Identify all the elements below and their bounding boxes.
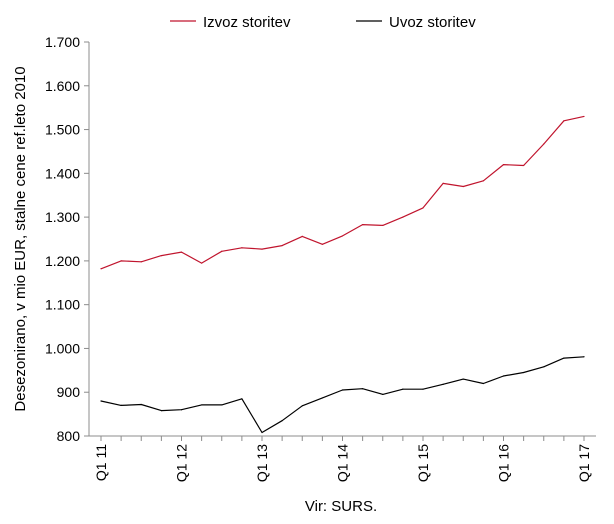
y-tick-label: 1.600 <box>45 78 80 94</box>
data-point <box>120 260 122 262</box>
data-point <box>281 420 283 422</box>
x-tick-label: Q1 12 <box>174 444 190 482</box>
data-point <box>382 224 384 227</box>
data-point <box>100 400 102 402</box>
data-point <box>482 382 484 385</box>
data-point <box>502 375 505 377</box>
data-point <box>140 261 142 263</box>
x-ticks: Q1 11 Q1 12 Q1 13 Q1 14 Q1 15 Q1 16 Q1 17 <box>93 436 592 482</box>
data-point <box>140 403 142 406</box>
x-tick-label: Q1 14 <box>335 444 351 482</box>
data-point <box>160 255 162 257</box>
data-point <box>523 371 525 374</box>
y-tick-label: 1.100 <box>45 297 80 313</box>
data-point <box>221 250 223 252</box>
y-tick-label: 1.700 <box>45 34 80 50</box>
data-point <box>341 235 344 237</box>
data-point <box>402 216 404 218</box>
data-point <box>362 388 364 390</box>
data-point <box>543 366 545 368</box>
plot-area: 800 900 1.000 1.100 1.200 1.300 1.400 1.500 1.60… <box>45 34 596 482</box>
legend-label-uvoz: Uvoz storitev <box>389 14 476 31</box>
data-point <box>462 185 464 188</box>
data-point <box>583 356 585 358</box>
data-point <box>482 180 484 182</box>
legend-label-izvoz: Izvoz storitev <box>203 14 291 31</box>
data-point <box>221 404 223 406</box>
data-point <box>362 223 364 226</box>
data-point <box>422 207 424 209</box>
data-point <box>563 120 565 122</box>
legend: Izvoz storitev Uvoz storitev <box>170 14 476 31</box>
y-ticks: 800 900 1.000 1.100 1.200 1.300 1.400 1.500 1.60… <box>45 34 89 444</box>
x-tick-label: Q1 15 <box>415 444 431 482</box>
data-point <box>462 378 464 380</box>
data-point <box>301 405 303 407</box>
data-point <box>281 244 283 247</box>
data-point <box>382 393 384 396</box>
y-tick-label: 1.000 <box>45 340 80 356</box>
data-point <box>180 251 183 253</box>
y-axis-title: Desezonirano, v mio EUR, stalne cene ref… <box>12 66 29 411</box>
y-tick-label: 1.300 <box>45 209 80 225</box>
series-lines <box>100 115 585 434</box>
data-point <box>563 357 565 359</box>
data-point <box>241 398 243 400</box>
data-point <box>442 182 444 185</box>
y-tick-label: 1.200 <box>45 253 80 269</box>
y-tick-label: 1.400 <box>45 165 80 181</box>
data-point <box>341 389 344 391</box>
data-point <box>241 247 243 249</box>
data-point <box>201 404 203 406</box>
x-tick-label: Q1 11 <box>93 444 109 481</box>
data-point <box>201 262 203 264</box>
data-point <box>422 388 424 390</box>
data-point <box>543 143 545 145</box>
series-line-uvoz <box>100 356 585 434</box>
data-point <box>301 235 303 237</box>
data-point <box>160 410 162 412</box>
x-tick-label: Q1 13 <box>254 444 270 482</box>
data-point <box>402 388 404 390</box>
data-point <box>583 115 585 118</box>
data-point <box>502 163 505 166</box>
data-point <box>100 268 102 270</box>
data-point <box>321 397 323 399</box>
data-point <box>442 383 444 385</box>
data-point <box>180 409 183 411</box>
data-point <box>120 404 122 406</box>
data-point <box>261 431 263 434</box>
y-tick-label: 800 <box>57 428 81 444</box>
series-line-izvoz <box>100 115 585 270</box>
data-point <box>321 243 323 245</box>
source-label: Vir: SURS. <box>305 498 377 515</box>
x-tick-label: Q1 17 <box>576 444 592 482</box>
y-tick-label: 1.500 <box>45 122 80 138</box>
data-point <box>523 164 525 167</box>
x-tick-label: Q1 16 <box>496 444 512 482</box>
data-point <box>261 248 263 250</box>
y-tick-label: 900 <box>57 384 81 400</box>
